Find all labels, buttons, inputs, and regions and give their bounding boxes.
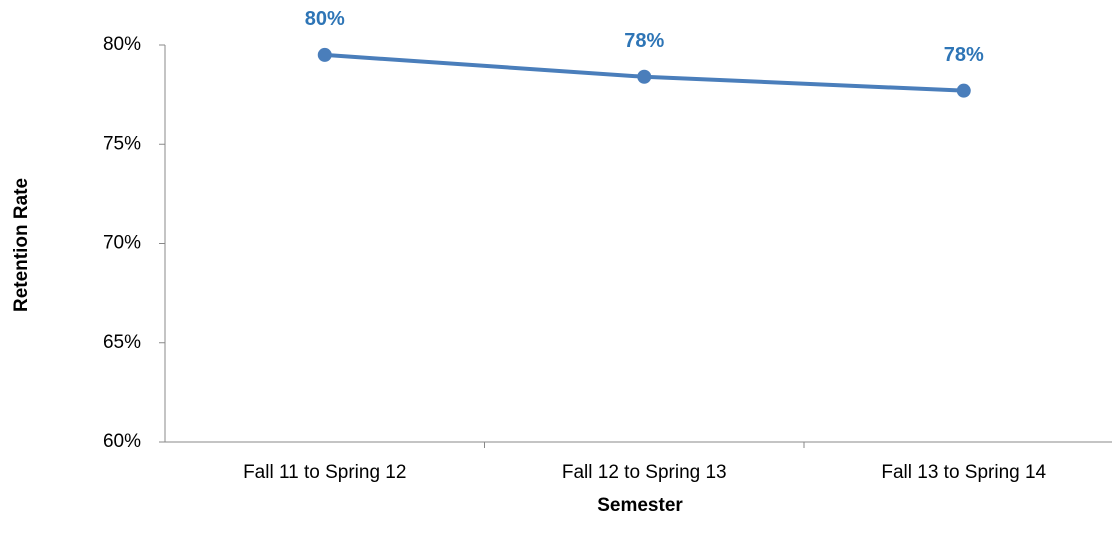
data-point	[956, 83, 971, 98]
y-tick-label: 75%	[103, 133, 141, 154]
y-tick-label: 80%	[103, 34, 141, 55]
x-tick-label: Fall 11 to Spring 12	[243, 462, 406, 483]
x-tick-label: Fall 12 to Spring 13	[562, 462, 727, 483]
data-label: 80%	[305, 8, 345, 30]
x-tick-label: Fall 13 to Spring 14	[881, 462, 1046, 483]
data-label: 78%	[944, 44, 984, 66]
x-axis-title: Semester	[597, 495, 683, 516]
y-tick-label: 70%	[103, 233, 141, 254]
y-tick-label: 65%	[103, 332, 141, 353]
data-point	[317, 47, 332, 62]
data-point	[637, 69, 652, 84]
y-axis-title: Retention Rate	[11, 178, 32, 312]
y-tick-label: 60%	[103, 431, 141, 452]
data-label: 78%	[624, 30, 664, 52]
